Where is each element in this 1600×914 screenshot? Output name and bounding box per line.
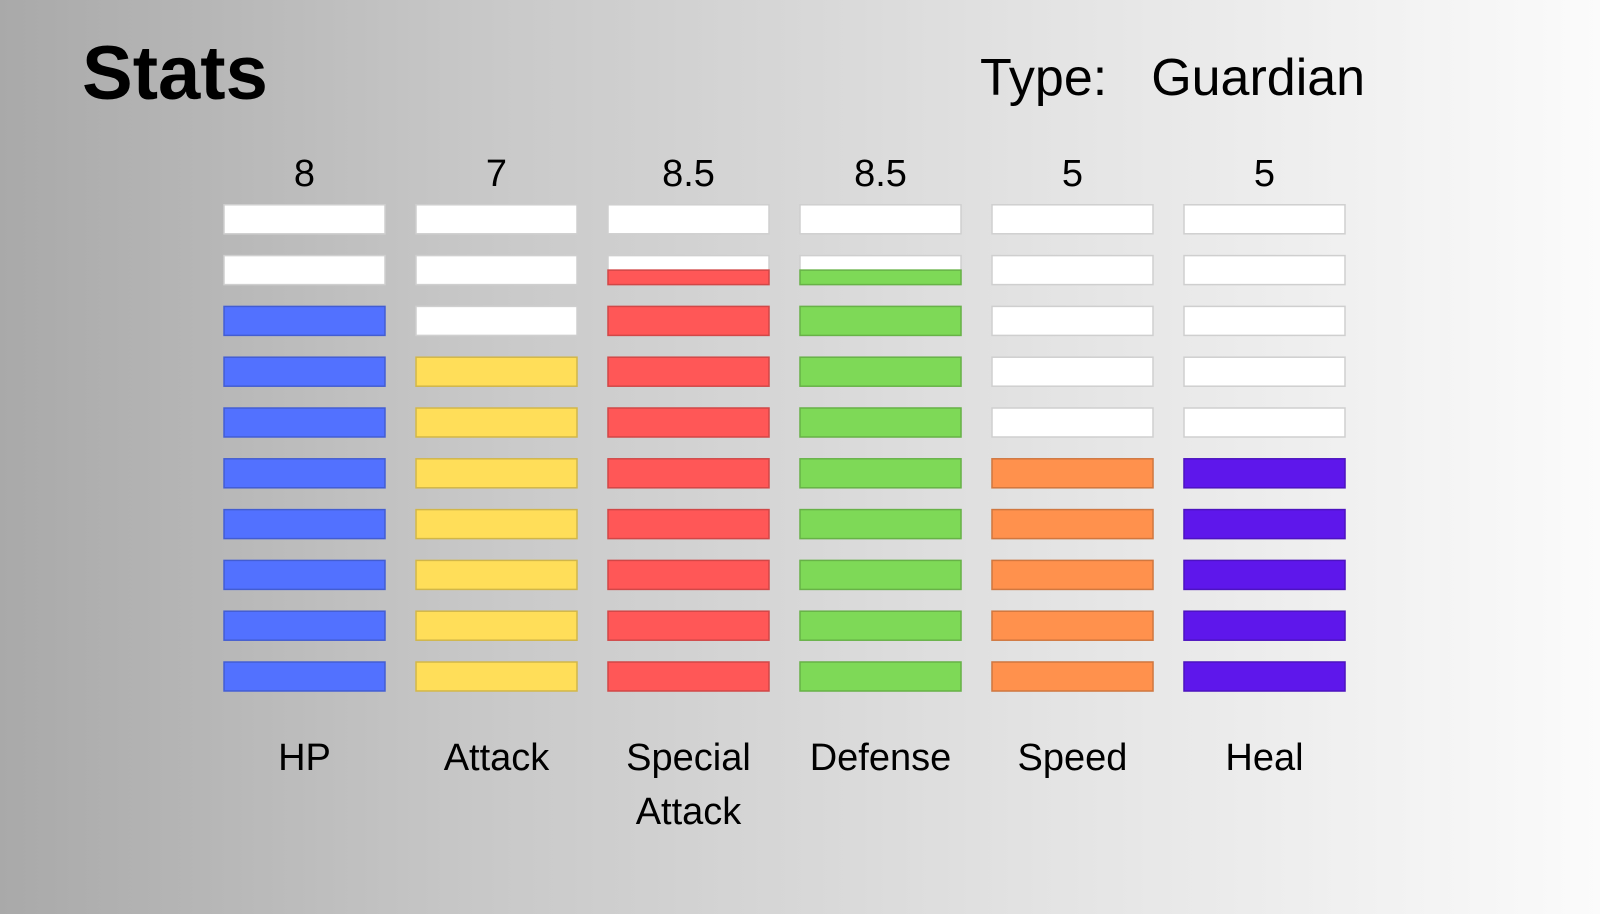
bar-segment-filled [223, 407, 386, 438]
bar-segment-filled [799, 305, 962, 337]
bar-segment-filled [607, 407, 770, 438]
bar-segment-filled [799, 356, 962, 387]
value-label: 5 [1254, 153, 1275, 195]
type-value: Guardian [1151, 49, 1366, 107]
value-label: 8 [294, 153, 315, 195]
bar-segment-filled [223, 305, 386, 337]
bar-segment-filled [223, 458, 386, 489]
bar-segment-filled [799, 610, 962, 641]
bar-segment-filled [415, 610, 578, 641]
bar-segment-empty [223, 204, 386, 235]
bar-segment-filled [415, 508, 578, 540]
category-label: Special Attack [626, 737, 751, 833]
category-label: Speed [1018, 737, 1128, 779]
bar-segment-filled [1183, 458, 1346, 489]
bar-segment-filled [799, 508, 962, 540]
bar-segment-filled [799, 269, 962, 286]
bar-segment-filled [415, 559, 578, 591]
bar-segment-filled [1183, 508, 1346, 540]
bar-segment-filled [1183, 559, 1346, 591]
bar-segment-filled [223, 661, 386, 692]
bar-segment-filled [607, 559, 770, 591]
bar-segment-empty [991, 407, 1154, 438]
bar-segment-filled [799, 661, 962, 692]
bar-segment-empty [415, 305, 578, 337]
value-label: 8.5 [662, 153, 715, 195]
bar-segment-empty [223, 254, 386, 286]
bar-segment-filled [223, 508, 386, 540]
bar-segment-filled [799, 407, 962, 438]
bar-segment-empty [991, 254, 1154, 286]
bar-segment-filled [991, 559, 1154, 591]
bar-segment-filled [607, 508, 770, 540]
bar-segment-filled [415, 458, 578, 489]
type-indicator: Type: Guardian [980, 52, 1365, 104]
bar-segment-filled [799, 458, 962, 489]
bar-segment-filled [991, 508, 1154, 540]
bar-segment-filled [607, 269, 770, 286]
bar-segment-empty [607, 204, 770, 235]
bar-segment-filled [415, 356, 578, 387]
category-label: Heal [1225, 737, 1303, 779]
category-label: Attack [444, 737, 551, 779]
value-label: 7 [486, 153, 507, 195]
bar-segment-empty [799, 204, 962, 235]
page-title: Stats [82, 31, 268, 116]
bar-segment-filled [415, 661, 578, 692]
bar-segment-empty [1183, 204, 1346, 235]
bar-segment-filled [1183, 610, 1346, 641]
bar-segment-empty [1183, 407, 1346, 438]
bar-segment-empty [415, 204, 578, 235]
bar-segment-filled [415, 407, 578, 438]
bar-segment-filled [1183, 661, 1346, 692]
bar-segment-filled [607, 610, 770, 641]
bar-segment-filled [991, 661, 1154, 692]
bar-segment-empty [415, 254, 578, 286]
bar-segment-empty [991, 356, 1154, 387]
category-label: HP [278, 737, 331, 779]
bar-segment-empty [1183, 254, 1346, 286]
bar-segment-filled [223, 559, 386, 591]
bar-segment-filled [991, 458, 1154, 489]
bar-segment-filled [991, 610, 1154, 641]
bar-segment-filled [223, 356, 386, 387]
bar-segment-filled [607, 356, 770, 387]
value-label: 5 [1062, 153, 1083, 195]
bar-segment-empty [991, 204, 1154, 235]
bar-segment-filled [607, 305, 770, 337]
bar-segment-filled [607, 661, 770, 692]
bar-segment-empty [1183, 356, 1346, 387]
value-label: 8.5 [854, 153, 907, 195]
category-label: Defense [810, 737, 952, 779]
bar-segment-filled [223, 610, 386, 641]
type-label: Type: [980, 49, 1108, 107]
bar-segment-empty [1183, 305, 1346, 337]
bar-segment-filled [799, 559, 962, 591]
bar-segment-filled [607, 458, 770, 489]
bar-segment-empty [991, 305, 1154, 337]
